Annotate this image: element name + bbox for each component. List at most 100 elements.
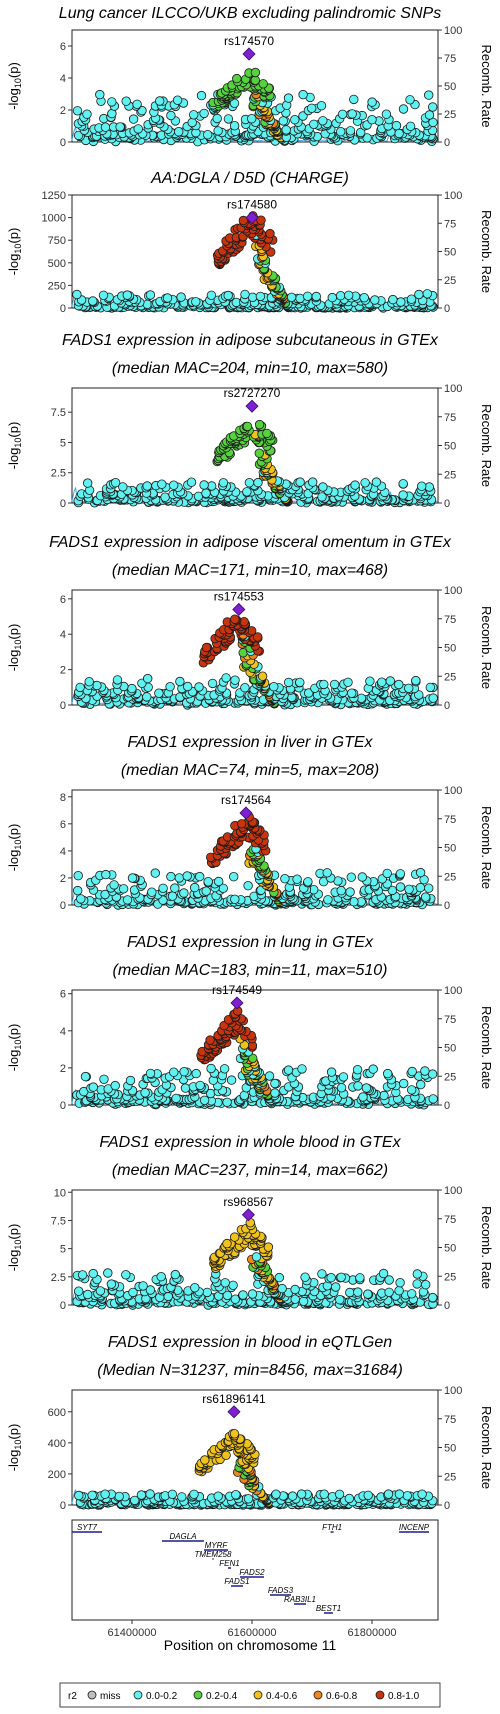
snp-point <box>223 290 233 301</box>
snp-point <box>118 884 129 894</box>
y-tick-label: 4 <box>60 1026 66 1038</box>
snp-point <box>394 1489 405 1499</box>
snp-point <box>82 478 93 488</box>
snp-point <box>349 94 359 105</box>
snp-point <box>353 1287 363 1297</box>
y-tick-label: 0 <box>60 900 66 912</box>
gene-label: RAB3IL1 <box>284 1595 316 1604</box>
recomb-tick-label: 75 <box>444 1414 456 1426</box>
recomb-tick-label: 50 <box>444 441 456 453</box>
gene-label: INCENP <box>399 1523 430 1532</box>
legend-swatch <box>193 1690 203 1700</box>
snp-point <box>142 673 153 684</box>
panel-title: (median MAC=204, min=10, max=580) <box>112 360 388 377</box>
snp-point <box>205 1035 215 1045</box>
snp-point <box>274 1272 285 1283</box>
snp-point <box>287 1491 298 1501</box>
snp-point <box>118 482 128 492</box>
snp-point <box>344 290 354 301</box>
panel-6: FADS1 expression in lung in GTEx (median … <box>6 934 494 1112</box>
recomb-tick-label: 25 <box>444 671 456 683</box>
recomb-tick-label: 100 <box>444 1185 462 1197</box>
snp-point <box>191 1068 201 1079</box>
snp-point <box>168 480 179 490</box>
snp-point <box>147 887 157 897</box>
y-tick-label: 400 <box>48 1438 66 1450</box>
snp-point <box>262 428 272 439</box>
snp-point <box>173 126 184 137</box>
snp-point <box>201 642 212 653</box>
snp-point <box>316 100 327 111</box>
snp-point <box>406 294 417 304</box>
snp-point <box>145 1489 155 1499</box>
snp-point <box>186 477 197 487</box>
snp-point <box>318 116 328 126</box>
snp-point <box>428 693 438 703</box>
recomb-axis-label: Recomb. Rate <box>479 606 494 689</box>
snp-point <box>82 1289 93 1300</box>
snp-point <box>415 867 426 878</box>
snp-point <box>382 868 392 879</box>
snp-point <box>283 677 294 688</box>
panel-7: FADS1 expression in whole blood in GTEx (… <box>6 1134 494 1312</box>
snp-point <box>407 1289 417 1299</box>
snp-point <box>302 291 313 302</box>
snp-point <box>246 113 257 124</box>
snp-point <box>88 296 98 306</box>
snp-point <box>101 869 111 880</box>
snp-point <box>98 290 109 301</box>
gene-label: BEST1 <box>316 1604 341 1613</box>
x-tick-label: 61400000 <box>108 1627 157 1639</box>
snp-point <box>179 1066 189 1077</box>
lead-snp-marker <box>230 996 244 1010</box>
snp-point <box>106 1279 117 1289</box>
snp-point <box>414 289 424 300</box>
snp-point <box>95 89 105 100</box>
recomb-tick-label: 25 <box>444 1071 456 1083</box>
snp-point <box>122 895 133 905</box>
y-tick-label: 8 <box>60 792 66 804</box>
snp-point <box>352 1064 363 1075</box>
legend-swatch <box>313 1690 323 1700</box>
recomb-tick-label: 50 <box>444 1043 456 1055</box>
y-tick-label: 6 <box>60 594 66 606</box>
snp-point <box>125 1075 136 1086</box>
recomb-tick-label: 50 <box>444 1243 456 1255</box>
recomb-tick-label: 25 <box>444 275 456 287</box>
snp-point <box>202 129 213 140</box>
snp-point <box>422 289 433 299</box>
snp-point <box>265 228 275 239</box>
snp-point <box>329 679 340 690</box>
legend-title: r2 <box>68 1691 77 1702</box>
snp-point <box>385 676 396 686</box>
snp-point <box>166 871 176 882</box>
snp-point <box>347 109 357 119</box>
snp-point <box>290 114 300 125</box>
snp-point <box>228 1280 238 1291</box>
snp-point <box>158 883 168 894</box>
gene-label: DAGLA <box>169 1532 196 1541</box>
snp-point <box>145 290 156 300</box>
snp-point <box>322 868 332 878</box>
lead-snp-label: rs61896141 <box>202 1392 266 1406</box>
snp-point <box>82 109 92 119</box>
y-tick-label: 10 <box>54 1187 66 1199</box>
snp-point <box>222 1238 232 1249</box>
snp-point <box>295 677 305 688</box>
snp-point <box>201 488 211 498</box>
snp-point <box>398 479 408 489</box>
snp-point <box>154 688 164 698</box>
snp-point <box>367 97 377 107</box>
y-tick-label: 6 <box>60 989 66 1001</box>
y-axis-label: -log10(p) <box>6 1224 23 1272</box>
snp-point <box>416 1079 426 1090</box>
gene-label: FADS1 <box>224 1577 249 1586</box>
snp-point <box>428 102 438 112</box>
y-tick-label: 4 <box>60 629 66 641</box>
y-tick-label: 2 <box>60 1063 66 1075</box>
snp-point <box>404 884 414 895</box>
legend-label: 0.4-0.6 <box>266 1691 298 1702</box>
snp-point <box>176 292 186 302</box>
gene-label: MYRF <box>205 1541 229 1550</box>
